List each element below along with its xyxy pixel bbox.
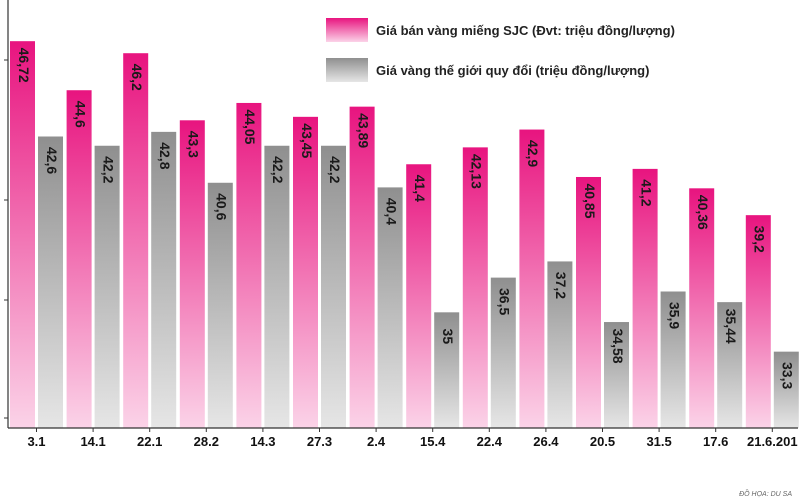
axes-group: 3.1 14.1 22.1 28.2 14.3 27.3 2.4 15.4 22.4 26.4 20… <box>4 0 798 449</box>
bar-world-4 <box>264 145 290 429</box>
legend-label-world: Giá vàng thế giới quy đổi (triệu đồng/lư… <box>376 63 649 78</box>
bar-world-3 <box>207 182 233 428</box>
bar-sjc-12 <box>689 188 715 428</box>
bar-world-5 <box>321 145 346 429</box>
bar-sjc-13 <box>745 215 771 428</box>
bars-group: 46,72 42,6 44,6 42,2 46,2 42,8 43,3 40,6 44,05 42… <box>10 41 799 429</box>
bar-sjc-10 <box>576 176 601 428</box>
x-tick-label-1: 14.1 <box>80 434 105 449</box>
bar-world-11 <box>660 291 686 428</box>
bar-world-9 <box>547 261 573 428</box>
data-label-world-2: 42,8 <box>157 142 173 169</box>
bar-sjc-6 <box>349 106 375 429</box>
data-label-sjc-12: 40,36 <box>695 195 711 230</box>
legend-swatch-world <box>326 58 368 82</box>
credit-text: ĐỒ HỌA: DU SA <box>739 488 792 498</box>
x-tick-label-5: 27.3 <box>307 434 332 449</box>
bar-world-13 <box>773 351 799 428</box>
data-label-world-6: 40,4 <box>383 198 399 225</box>
x-tick-label-10: 20.5 <box>590 434 615 449</box>
data-label-sjc-9: 42,9 <box>525 140 541 167</box>
data-label-world-11: 35,9 <box>666 302 682 329</box>
x-tick-label-7: 15.4 <box>420 434 446 449</box>
bar-sjc-7 <box>406 164 432 428</box>
data-label-world-7: 35 <box>440 329 456 345</box>
data-label-sjc-0: 46,72 <box>16 48 32 83</box>
bar-world-7 <box>434 312 460 428</box>
data-label-world-5: 42,2 <box>327 156 343 183</box>
data-label-sjc-3: 43,3 <box>186 131 202 158</box>
x-tick-label-4: 14.3 <box>250 434 275 449</box>
data-label-sjc-8: 42,13 <box>469 154 485 189</box>
x-tick-label-13: 21.6.201 <box>747 434 798 449</box>
bar-sjc-5 <box>293 116 318 429</box>
data-label-world-10: 34,58 <box>610 329 626 364</box>
bar-sjc-3 <box>179 120 205 428</box>
bar-world-1 <box>94 145 120 429</box>
data-label-world-12: 35,44 <box>723 309 739 344</box>
data-label-world-0: 42,6 <box>44 147 60 174</box>
legend-swatch-sjc <box>326 18 368 42</box>
data-label-world-1: 42,2 <box>100 156 116 183</box>
data-label-sjc-10: 40,85 <box>582 183 598 218</box>
x-tick-label-6: 2.4 <box>367 434 386 449</box>
x-tick-label-9: 26.4 <box>533 434 559 449</box>
data-label-sjc-4: 44,05 <box>242 109 258 144</box>
data-label-sjc-5: 43,45 <box>299 123 315 158</box>
bar-world-8 <box>490 277 516 428</box>
bar-sjc-11 <box>632 168 658 429</box>
data-label-world-8: 36,5 <box>497 288 513 315</box>
bar-sjc-9 <box>519 129 545 428</box>
bar-world-12 <box>717 302 743 428</box>
bar-world-6 <box>377 187 403 428</box>
x-tick-label-11: 31.5 <box>646 434 671 449</box>
data-label-sjc-1: 44,6 <box>72 101 88 128</box>
data-label-sjc-13: 39,2 <box>752 226 768 253</box>
x-tick-label-2: 22.1 <box>137 434 162 449</box>
data-label-sjc-2: 46,2 <box>129 64 145 91</box>
data-label-sjc-7: 41,4 <box>412 175 428 202</box>
x-tick-label-0: 3.1 <box>27 434 45 449</box>
bar-sjc-4 <box>236 102 262 428</box>
data-label-world-13: 33,3 <box>780 362 796 389</box>
data-label-world-4: 42,2 <box>270 156 286 183</box>
bar-world-0 <box>38 136 63 428</box>
bar-sjc-2 <box>123 53 149 428</box>
bar-sjc-1 <box>66 90 92 429</box>
data-label-world-3: 40,6 <box>214 193 230 220</box>
x-tick-label-8: 22.4 <box>477 434 503 449</box>
x-tick-label-3: 28.2 <box>194 434 219 449</box>
legend: Giá bán vàng miếng SJC (Đvt: triệu đồng/… <box>326 18 675 82</box>
data-label-sjc-11: 41,2 <box>638 179 654 206</box>
bar-sjc-8 <box>462 147 488 429</box>
bar-world-2 <box>151 131 177 428</box>
data-label-world-9: 37,2 <box>553 272 569 299</box>
x-tick-label-12: 17.6 <box>703 434 728 449</box>
bar-world-10 <box>604 322 629 428</box>
data-label-sjc-6: 43,89 <box>355 113 371 148</box>
bar-sjc-0 <box>10 41 35 428</box>
legend-label-sjc: Giá bán vàng miếng SJC (Đvt: triệu đồng/… <box>376 23 675 38</box>
